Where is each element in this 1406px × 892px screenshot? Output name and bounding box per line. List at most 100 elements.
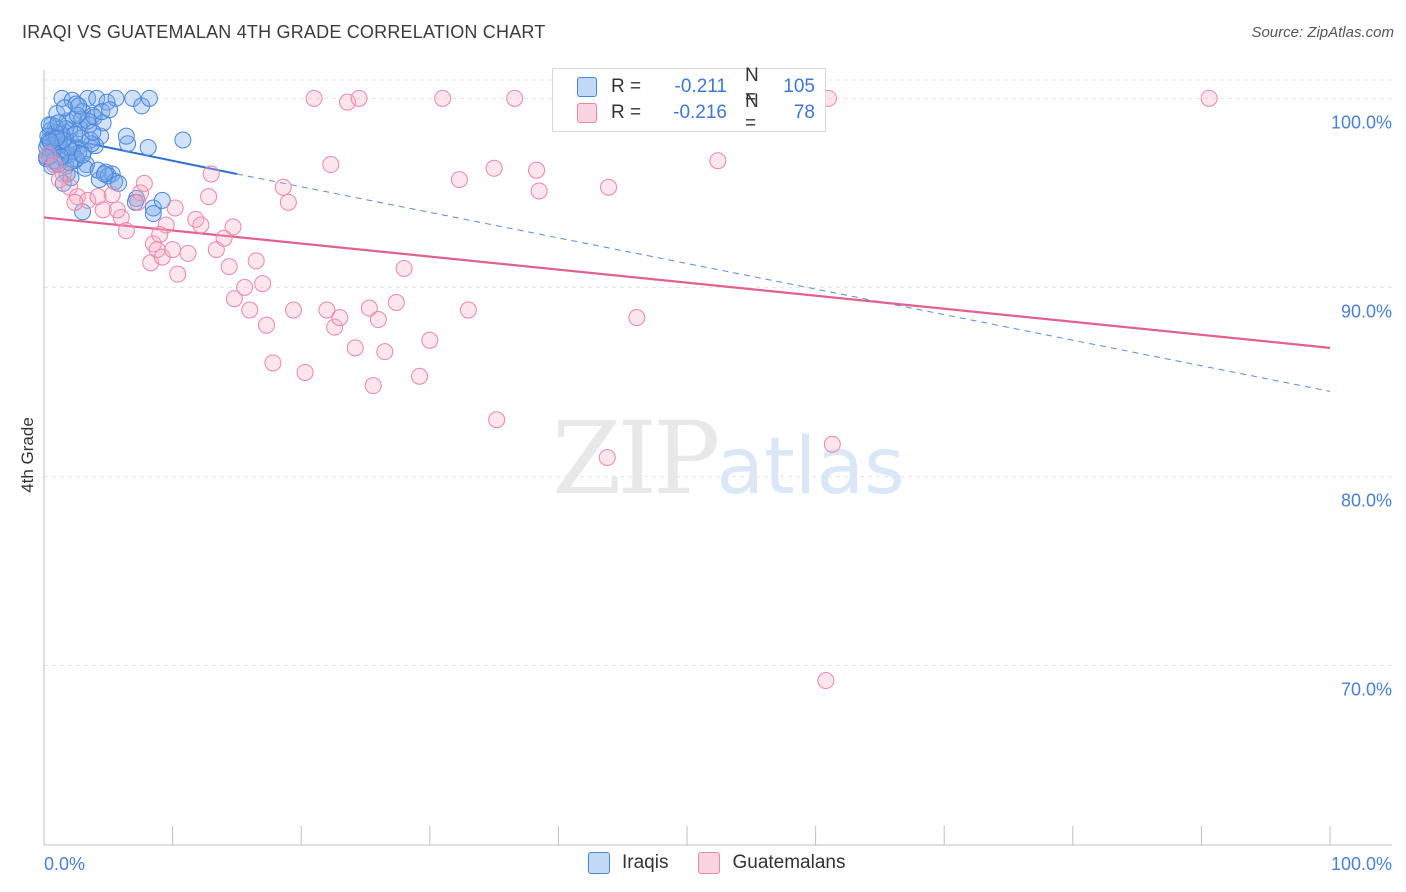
guatemalan-point	[450, 171, 468, 189]
guatemalan-point	[169, 265, 187, 283]
tick-labels: 70.0% 80.0% 90.0% 100.0% 0.0% 100.0%	[44, 112, 1392, 874]
guatemalan-point	[79, 191, 97, 209]
guatemalan-point	[220, 258, 238, 276]
guatemalan-point	[346, 339, 364, 357]
guatemalan-point	[364, 377, 382, 395]
guatemalan-point	[284, 301, 302, 319]
guatemalan-point	[1200, 89, 1218, 107]
guatemalan-point	[823, 435, 841, 453]
iraqi-trend-line	[43, 133, 238, 175]
n-value: 78	[793, 102, 815, 123]
axes	[43, 70, 1392, 846]
guatemalan-point	[459, 301, 477, 319]
y-tick-label: 70.0%	[1341, 679, 1392, 699]
guatemalan-swatch	[577, 103, 597, 123]
iraqi-point	[79, 112, 97, 130]
iraqi-point	[54, 131, 72, 149]
guatemalan-point	[202, 165, 220, 183]
guatemalan-point	[247, 252, 265, 270]
n-label: N =	[745, 91, 759, 134]
guatemalan-point	[103, 186, 121, 204]
iraqi-point	[84, 123, 102, 141]
iraqi-trend-extension	[236, 173, 1331, 392]
guatemalan-point	[241, 301, 259, 319]
legend-label-guatemalans: Guatemalans	[732, 852, 846, 873]
guatemalan-point	[129, 193, 147, 211]
guatemalan-point	[279, 193, 297, 211]
guatemalan-point	[264, 354, 282, 372]
r-label: R =	[611, 102, 642, 123]
guatemalan-point	[151, 225, 169, 243]
guatemalan-point	[117, 222, 135, 240]
guatemalan-point	[157, 216, 175, 234]
iraqi-point	[101, 101, 119, 119]
y-tick-label: 100.0%	[1331, 112, 1392, 132]
guatemalan-point	[434, 89, 452, 107]
guatemalan-point	[192, 216, 210, 234]
guatemalan-point	[131, 184, 149, 202]
guatemalan-point	[326, 318, 344, 336]
legend-row-iraqi: R = -0.211 N = 105	[577, 65, 815, 108]
r-label: R =	[611, 76, 642, 97]
guatemalan-point	[296, 363, 314, 381]
iraqi-swatch	[588, 852, 610, 874]
guatemalan-point	[318, 301, 336, 319]
guatemalan-point	[395, 259, 413, 277]
guatemalan-point	[360, 299, 378, 317]
trend-lines	[43, 133, 1331, 392]
iraqi-points	[38, 89, 192, 223]
guatemalan-point	[488, 411, 506, 429]
y-tick-label: 80.0%	[1341, 490, 1392, 510]
iraqi-point	[41, 133, 59, 151]
guatemalan-point	[164, 241, 182, 259]
x-tick-label: 0.0%	[44, 854, 85, 874]
legend-item-guatemalans[interactable]: Guatemalans	[698, 852, 845, 874]
watermark-zip: ZIP	[552, 400, 720, 517]
legend-row-guatemalan: R = -0.216 N = 78	[577, 91, 815, 134]
guatemalan-point	[817, 672, 835, 690]
iraqi-point	[76, 159, 94, 177]
n-value: 105	[783, 76, 815, 97]
guatemalan-point	[94, 201, 112, 219]
guatemalan-point	[225, 290, 243, 308]
iraqi-point	[74, 146, 92, 164]
guatemalan-point	[215, 229, 233, 247]
guatemalan-point	[530, 182, 548, 200]
guatemalan-point	[108, 201, 126, 219]
guatemalan-point	[411, 367, 429, 385]
iraqi-point	[95, 165, 113, 183]
guatemalan-point	[135, 174, 153, 192]
guatemalan-point	[236, 278, 254, 296]
r-value: -0.216	[673, 102, 727, 123]
guatemalan-point	[369, 311, 387, 329]
guatemalan-point	[89, 188, 107, 206]
iraqi-point	[144, 205, 162, 223]
iraqi-point	[49, 114, 67, 132]
guatemalan-point	[421, 331, 439, 349]
guatemalan-point	[528, 161, 546, 179]
watermark: ZIPatlas	[552, 400, 905, 517]
guatemalan-point	[376, 343, 394, 361]
guatemalan-point	[387, 294, 405, 311]
guatemalan-point	[45, 156, 63, 174]
iraqi-point	[174, 131, 192, 149]
guatemalan-point	[179, 244, 197, 262]
legend-item-iraqis[interactable]: Iraqis	[588, 852, 668, 874]
guatemalan-point	[39, 146, 57, 164]
guatemalan-point	[485, 159, 503, 177]
guatemalan-point	[598, 449, 616, 466]
guatemalan-point	[350, 89, 368, 107]
guatemalan-points	[39, 89, 1218, 690]
x-tick-label: 100.0%	[1331, 854, 1392, 874]
guatemalan-point	[50, 171, 68, 189]
chart-title: IRAQI VS GUATEMALAN 4TH GRADE CORRELATIO…	[22, 22, 546, 42]
guatemalan-trend-line	[43, 216, 1331, 349]
source-label: Source: ZipAtlas.com	[1251, 24, 1394, 41]
guatemalan-point	[66, 193, 84, 211]
guatemalan-point	[166, 199, 184, 217]
watermark-atlas: atlas	[716, 422, 905, 512]
iraqi-point	[88, 89, 106, 107]
guatemalan-point	[305, 89, 323, 107]
guatemalan-point	[254, 275, 272, 293]
